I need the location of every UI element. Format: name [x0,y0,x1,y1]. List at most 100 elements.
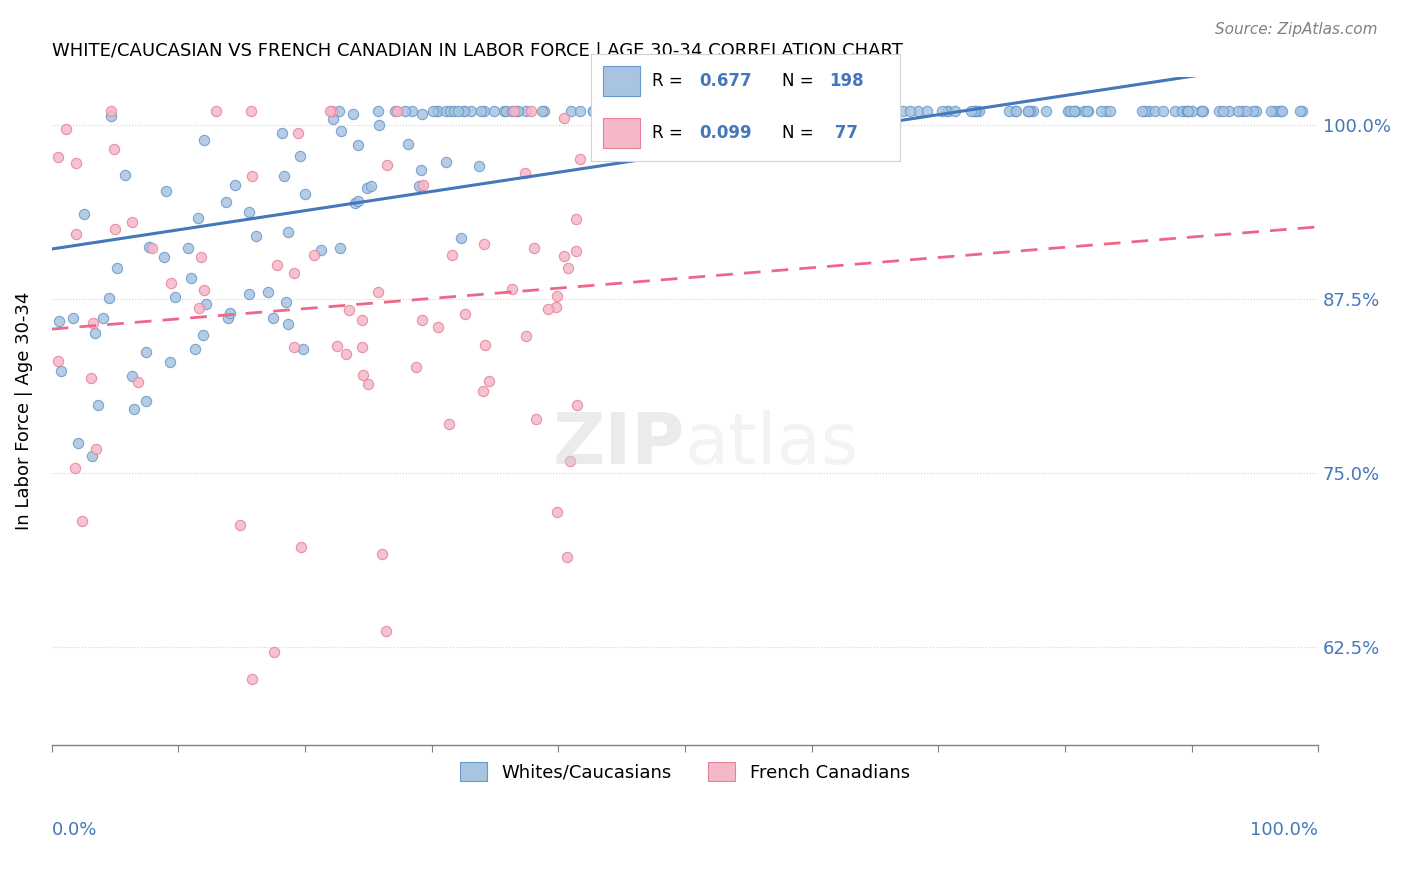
Point [342,107,364,121]
Text: R =: R = [652,124,689,142]
Point [565,211,588,226]
Point [1005,104,1028,119]
Point [558,454,581,468]
Point [685,104,707,119]
Point [426,104,449,119]
Point [1090,104,1112,119]
Point [411,312,433,326]
Point [165,290,187,304]
Point [1022,104,1045,119]
Point [228,518,250,533]
Point [915,104,938,119]
Point [492,104,515,119]
Point [188,301,211,316]
Point [240,104,263,119]
Point [103,142,125,156]
Point [1244,104,1267,119]
Point [699,104,721,119]
Point [501,282,523,296]
Point [375,158,398,172]
Point [598,104,620,119]
Point [271,126,294,140]
Text: atlas: atlas [685,409,859,478]
Point [907,104,929,119]
Point [733,104,755,119]
Point [238,204,260,219]
Point [544,300,567,314]
Point [65,227,87,241]
Point [553,111,575,125]
Point [205,104,228,119]
Point [62,311,84,326]
Point [262,310,284,325]
Text: WHITE/CAUCASIAN VS FRENCH CANADIAN IN LABOR FORCE | AGE 30-34 CORRELATION CHART: WHITE/CAUCASIAN VS FRENCH CANADIAN IN LA… [52,42,903,60]
Point [283,340,305,354]
Point [1218,104,1240,119]
Point [374,624,396,638]
Point [384,104,406,119]
Point [1208,104,1230,119]
Point [588,104,610,119]
Point [352,368,374,383]
Point [638,104,661,119]
Point [689,104,711,119]
Point [935,104,957,119]
Point [122,402,145,417]
Point [245,228,267,243]
Point [80,450,103,464]
Point [412,178,434,192]
Point [287,126,309,140]
Point [523,241,546,255]
Text: 0.677: 0.677 [699,72,751,90]
Text: 0.099: 0.099 [699,124,751,142]
Point [1017,104,1039,119]
Point [1064,104,1087,119]
Point [846,104,869,119]
Point [997,104,1019,119]
Point [193,283,215,297]
Point [319,104,342,119]
Point [718,104,741,119]
Point [159,276,181,290]
Point [73,207,96,221]
Point [321,104,343,119]
Point [1059,104,1081,119]
Point [1130,104,1153,119]
Point [470,104,492,119]
Point [1035,104,1057,119]
Point [215,194,238,209]
Point [224,178,246,192]
Point [668,104,690,119]
Point [858,104,880,119]
Point [1056,104,1078,119]
Point [66,436,89,450]
Point [138,240,160,254]
Point [180,271,202,285]
Point [1098,104,1121,119]
Point [557,260,579,275]
Point [274,295,297,310]
Point [80,370,103,384]
Point [46,353,69,368]
Point [184,343,207,357]
Point [453,104,475,119]
Point [134,394,156,409]
FancyBboxPatch shape [603,118,640,148]
Point [560,104,582,119]
Point [1192,104,1215,119]
Point [309,243,332,257]
Point [688,104,710,119]
Point [472,237,495,252]
Point [153,250,176,264]
Point [495,104,517,119]
Point [471,384,494,398]
Point [302,248,325,262]
Point [177,241,200,255]
Point [666,104,689,119]
Point [841,104,863,119]
Point [502,104,524,119]
Point [385,104,408,119]
Point [350,340,373,354]
Point [1164,104,1187,119]
Point [105,260,128,275]
